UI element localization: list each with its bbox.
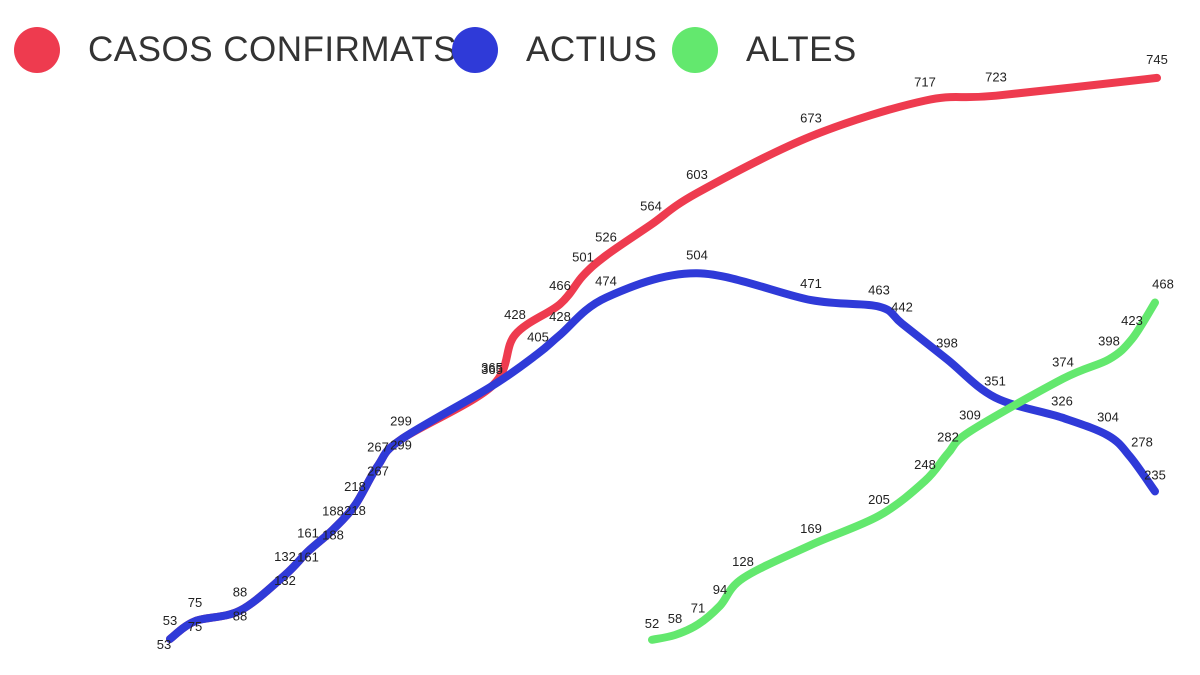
data-label: 248 (914, 457, 936, 472)
data-label: 374 (1052, 355, 1074, 370)
data-label: 53 (157, 637, 171, 652)
data-label: 218 (344, 503, 366, 518)
data-label: 468 (1152, 277, 1174, 292)
data-label: 75 (188, 595, 202, 610)
data-label: 205 (868, 492, 890, 507)
data-label: 161 (297, 525, 319, 540)
data-label: 53 (163, 613, 177, 628)
data-label: 398 (936, 335, 958, 350)
data-label: 218 (344, 479, 366, 494)
data-label: 466 (549, 278, 571, 293)
data-label: 94 (713, 582, 727, 597)
data-label: 526 (595, 230, 617, 245)
data-label: 161 (297, 549, 319, 564)
series-layer (166, 73, 1161, 644)
data-label: 282 (937, 429, 959, 444)
data-label: 423 (1121, 313, 1143, 328)
data-label: 474 (595, 274, 617, 289)
chart-legend: CASOS CONFIRMATS ACTIUS ALTES (0, 0, 1200, 100)
data-label: 132 (274, 573, 296, 588)
data-label: 723 (985, 70, 1007, 85)
data-label: 365 (481, 362, 503, 377)
legend-label-casos-confirmats: CASOS CONFIRMATS (88, 30, 458, 69)
data-label: 471 (800, 276, 822, 291)
data-label: 299 (390, 414, 412, 429)
data-label: 351 (984, 373, 1006, 388)
data-label: 88 (233, 585, 247, 600)
data-label: 75 (188, 619, 202, 634)
data-label: 188 (322, 504, 344, 519)
data-label: 278 (1131, 435, 1153, 450)
data-label: 132 (274, 549, 296, 564)
data-label: 304 (1097, 410, 1119, 425)
legend-dot-icon (672, 27, 718, 73)
legend-item-actius: ACTIUS (452, 22, 657, 78)
data-label: 188 (322, 528, 344, 543)
data-label: 169 (800, 521, 822, 536)
legend-item-casos-confirmats: CASOS CONFIRMATS (14, 22, 457, 78)
data-label: 52 (645, 616, 659, 631)
data-label: 745 (1146, 52, 1168, 67)
legend-item-altes: ALTES (672, 22, 857, 78)
legend-dot-icon (14, 27, 60, 73)
data-label: 267 (367, 464, 389, 479)
data-label: 463 (868, 283, 890, 298)
data-label: 235 (1144, 467, 1166, 482)
data-label: 717 (914, 75, 936, 90)
series-line-altes (648, 298, 1159, 644)
data-label-layer: 5375881321611882182672993654284665015265… (157, 52, 1174, 652)
data-label: 398 (1098, 333, 1120, 348)
legend-label-altes: ALTES (746, 30, 857, 69)
series-line-actius (166, 269, 1159, 643)
data-label: 501 (572, 250, 594, 265)
data-label: 564 (640, 199, 662, 214)
data-label: 673 (800, 110, 822, 125)
data-label: 428 (504, 307, 526, 322)
data-label: 71 (691, 600, 705, 615)
data-label: 405 (527, 330, 549, 345)
data-label: 442 (891, 300, 913, 315)
legend-label-actius: ACTIUS (526, 30, 658, 69)
data-label: 309 (959, 407, 981, 422)
data-label: 128 (732, 554, 754, 569)
data-label: 299 (390, 438, 412, 453)
legend-dot-icon (452, 27, 498, 73)
data-label: 504 (686, 247, 708, 262)
data-label: 428 (549, 309, 571, 324)
data-label: 326 (1051, 394, 1073, 409)
data-label: 58 (668, 611, 682, 626)
data-label: 267 (367, 440, 389, 455)
data-label: 365 (481, 360, 503, 375)
data-label: 88 (233, 609, 247, 624)
data-label: 603 (686, 167, 708, 182)
